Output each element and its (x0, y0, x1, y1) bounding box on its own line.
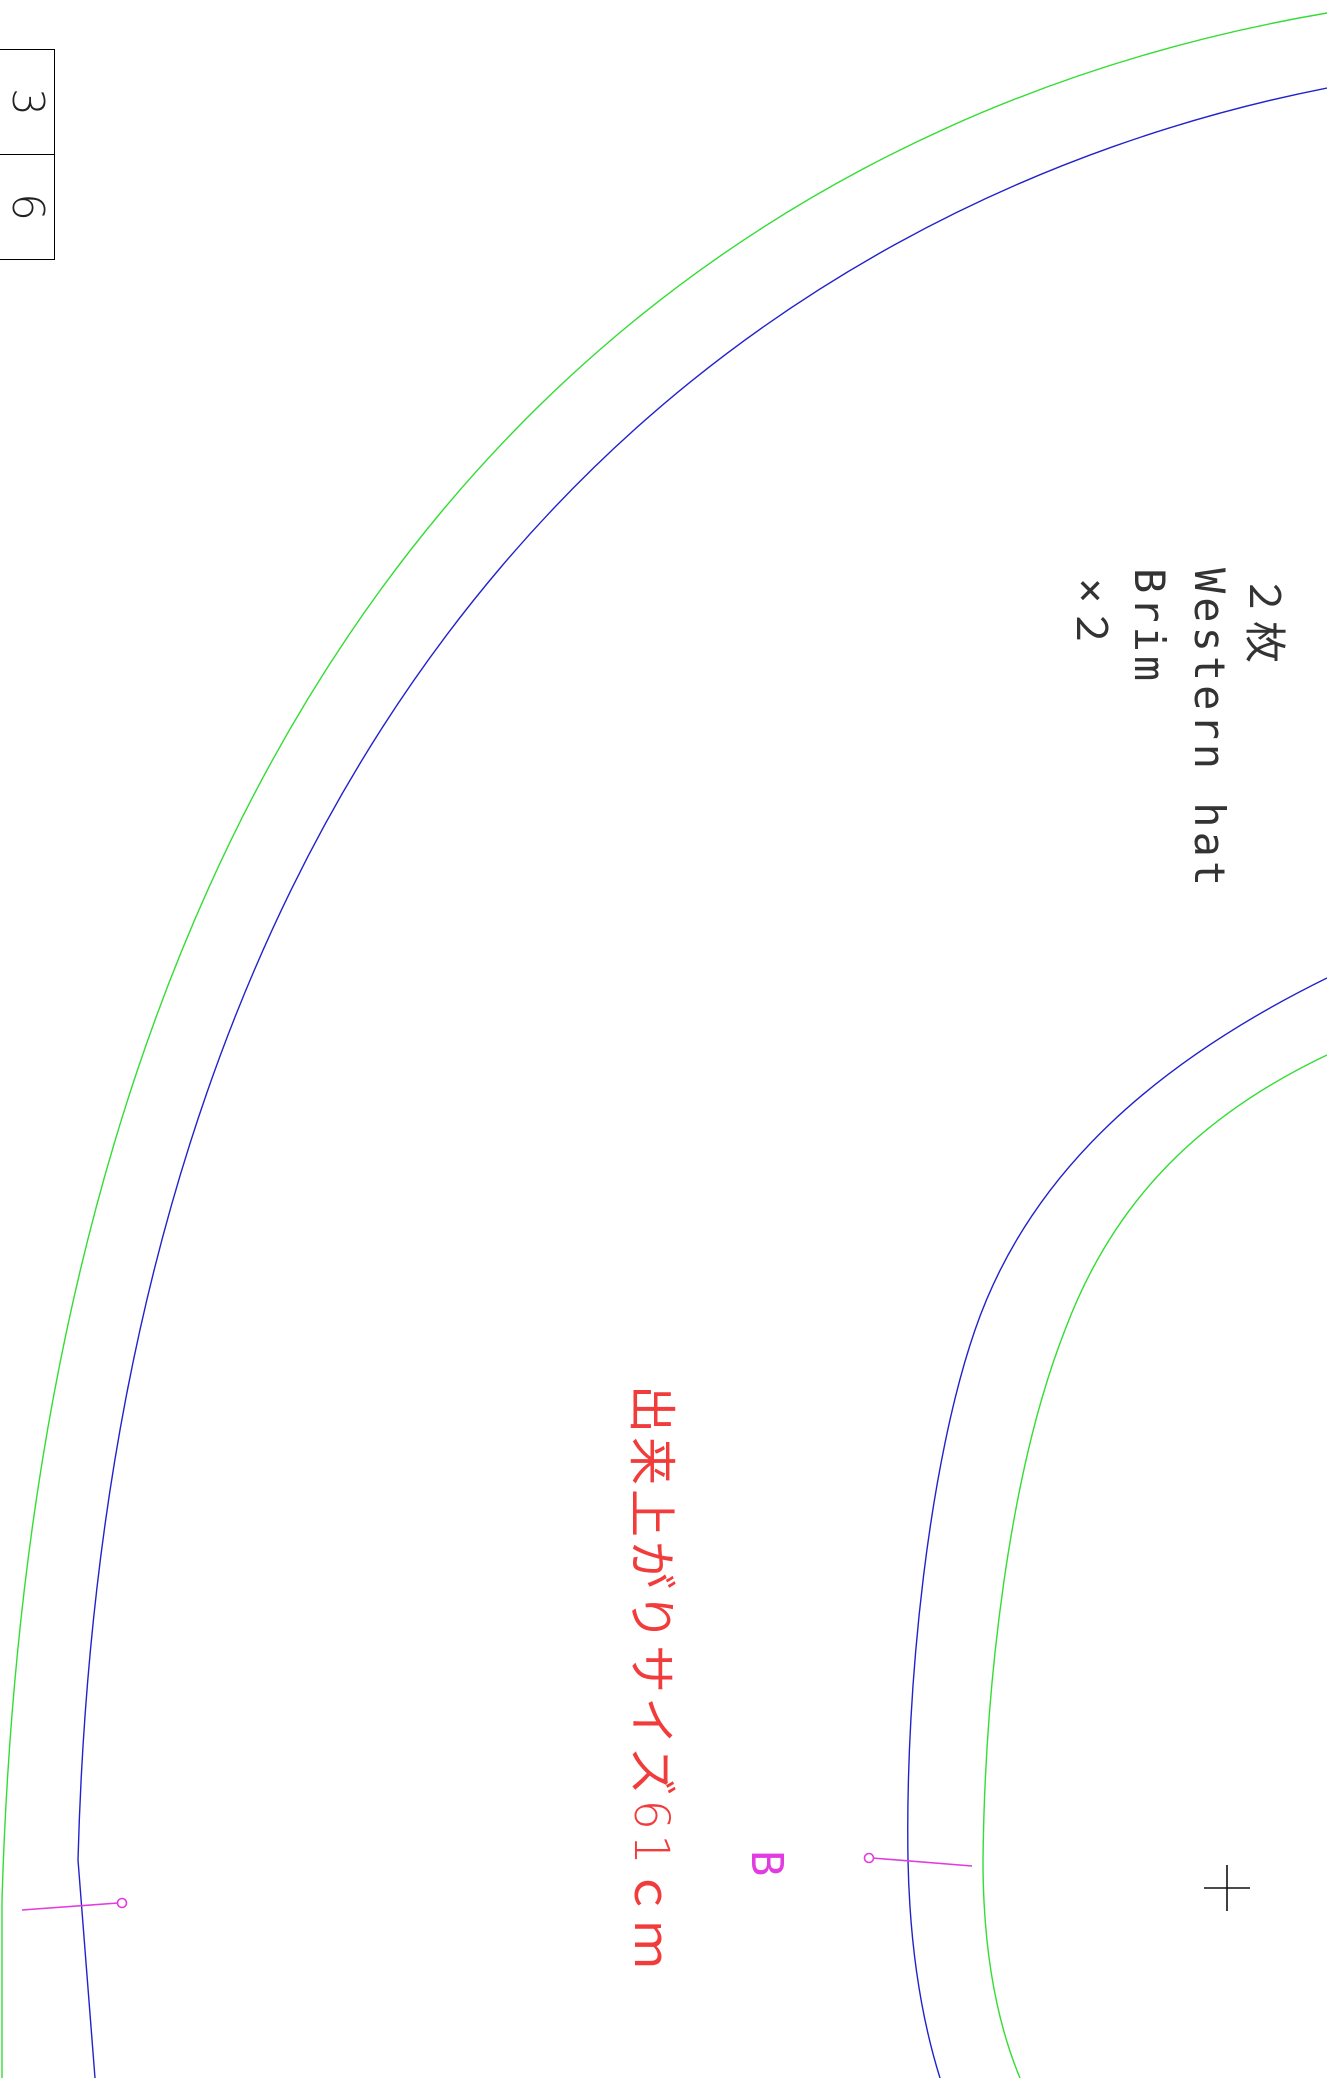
inner-cut-line (982, 1054, 1327, 2078)
notch-mark-inner (863, 1852, 973, 1867)
outer-cut-line (1, 12, 1327, 2078)
piece-quantity-label: ×２ (1067, 578, 1116, 654)
center-cross-mark (1204, 1865, 1250, 1911)
piece-part-label: Brim (1125, 568, 1174, 686)
sheet-total-box: 6 (0, 154, 55, 260)
finished-size-label: 出来上がりサイズ61ｃｍ (623, 1385, 679, 1973)
notch-label: B (741, 1850, 792, 1877)
sheet-number-box: 3 (0, 49, 55, 155)
piece-title-label: Western hat (1185, 568, 1234, 891)
inner-seam-line (907, 977, 1327, 2078)
notch-mark-outer (21, 1897, 128, 1911)
sheet-total: 6 (1, 193, 53, 221)
outer-seam-line (77, 87, 1327, 2078)
sheet-number: 3 (1, 88, 53, 116)
piece-count-label: ２枚 (1240, 575, 1289, 668)
